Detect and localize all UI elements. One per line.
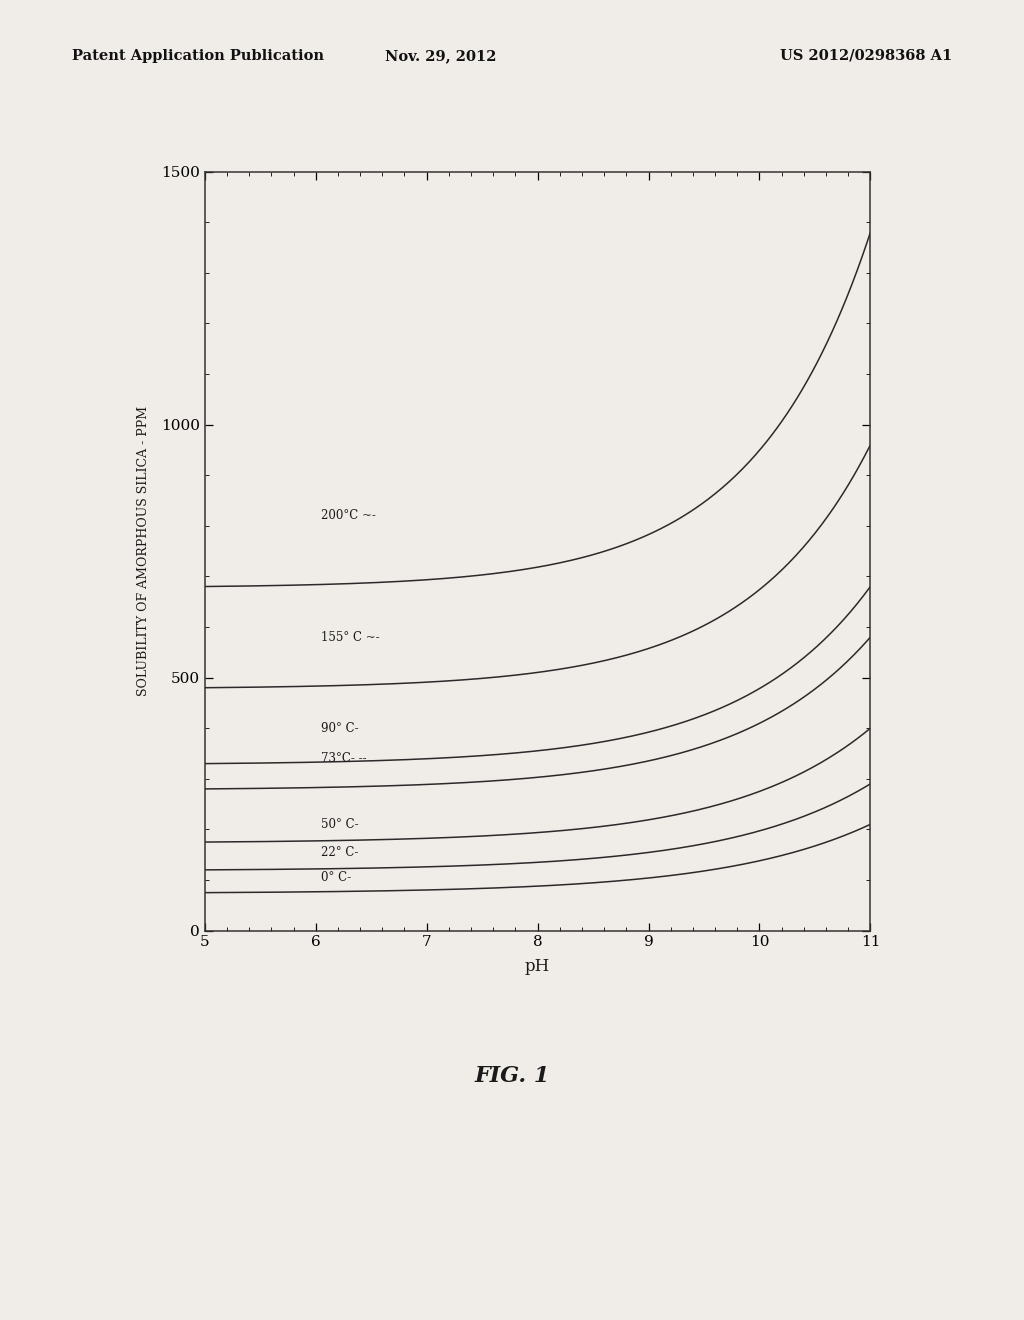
Text: US 2012/0298368 A1: US 2012/0298368 A1 <box>780 49 952 63</box>
Text: 73°C- --: 73°C- -- <box>322 752 367 766</box>
Text: 0° C-: 0° C- <box>322 871 351 884</box>
Text: Nov. 29, 2012: Nov. 29, 2012 <box>385 49 496 63</box>
Text: 90° C-: 90° C- <box>322 722 358 735</box>
Y-axis label: SOLUBILITY OF AMORPHOUS SILICA - PPM: SOLUBILITY OF AMORPHOUS SILICA - PPM <box>137 407 150 696</box>
Text: 155° C ~-: 155° C ~- <box>322 631 380 644</box>
Text: 50° C-: 50° C- <box>322 818 358 830</box>
X-axis label: pH: pH <box>525 958 550 974</box>
Text: 200°C ~-: 200°C ~- <box>322 510 376 523</box>
Text: 22° C-: 22° C- <box>322 846 358 859</box>
Text: Patent Application Publication: Patent Application Publication <box>72 49 324 63</box>
Text: FIG. 1: FIG. 1 <box>474 1065 550 1086</box>
